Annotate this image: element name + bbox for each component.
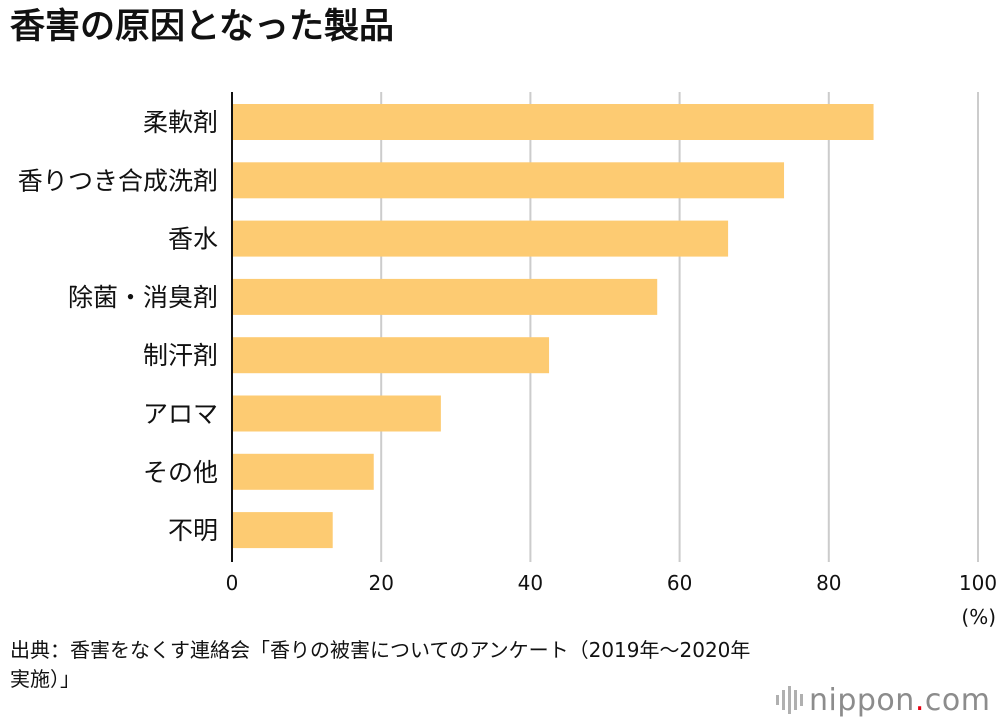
bar [232,395,441,432]
nippon-logo[interactable]: nippon.com [776,680,990,720]
category-label: その他 [143,458,218,487]
category-label: アロマ [143,400,218,429]
bar [232,337,550,374]
category-label: 柔軟剤 [143,108,218,137]
bars [232,104,874,549]
bar [232,453,374,490]
x-tick-label: 0 [226,571,239,595]
source-note: 出典：香害をなくす連絡会「香りの被害についてのアンケート（2019年〜2020年… [10,638,751,691]
x-tick-label: 40 [518,571,543,595]
sound-bars-icon [776,686,803,714]
category-label: 制汗剤 [143,341,218,370]
bar [232,278,658,315]
category-label: 不明 [168,516,218,545]
category-label: 香りつき合成洗剤 [18,166,218,195]
category-label: 除菌・消臭剤 [68,283,218,312]
x-tick-label: 20 [368,571,393,595]
x-tick-label: 60 [667,571,692,595]
category-label: 香水 [168,225,218,254]
bar [232,512,333,549]
logo-text: nippon.com [809,682,991,718]
x-tick-labels: 0 20 40 60 80 100 [226,571,997,595]
x-tick-label: 80 [816,571,841,595]
bar [232,104,874,140]
bar [232,162,785,199]
x-tick-label: 100 [959,571,997,595]
bar [232,220,729,257]
unit-label: (%) [961,605,996,629]
chart-title: 香害の原因となった製品 [10,7,394,47]
